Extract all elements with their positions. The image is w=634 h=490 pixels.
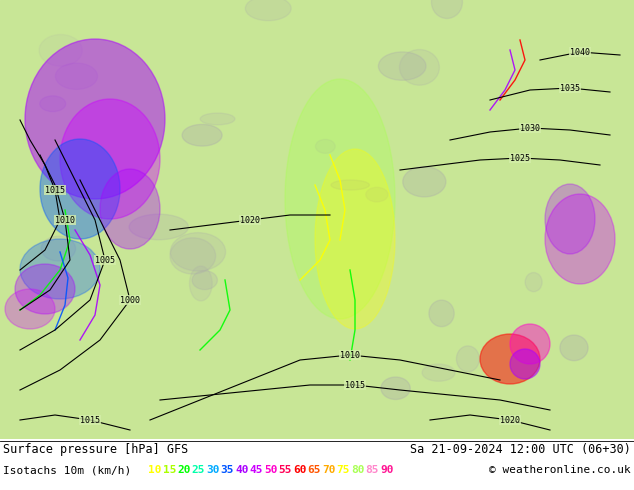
Ellipse shape [245,0,291,21]
Text: 1030: 1030 [520,123,540,132]
Text: 40: 40 [235,465,249,475]
Ellipse shape [39,34,82,66]
Ellipse shape [40,139,120,239]
Ellipse shape [378,52,426,80]
Ellipse shape [545,184,595,254]
Ellipse shape [480,334,540,384]
Ellipse shape [315,149,395,329]
Ellipse shape [182,124,222,146]
Text: 1035: 1035 [560,83,580,93]
Text: 1010: 1010 [55,216,75,224]
Ellipse shape [170,238,216,274]
Text: 1005: 1005 [95,255,115,265]
Ellipse shape [431,0,462,19]
Text: 50: 50 [264,465,278,475]
Ellipse shape [129,214,188,240]
Text: 25: 25 [191,465,205,475]
Ellipse shape [456,346,479,372]
Ellipse shape [192,271,217,290]
Ellipse shape [285,79,395,319]
Ellipse shape [422,364,455,381]
Ellipse shape [366,187,388,202]
Text: 1015: 1015 [345,381,365,390]
Ellipse shape [331,180,370,190]
Text: 30: 30 [206,465,219,475]
Text: 1020: 1020 [240,216,260,224]
Text: 70: 70 [322,465,335,475]
Ellipse shape [25,39,165,199]
Ellipse shape [429,300,454,327]
Ellipse shape [381,377,410,399]
Text: 1040: 1040 [570,48,590,56]
Ellipse shape [190,266,212,301]
Ellipse shape [200,113,235,125]
Ellipse shape [545,194,615,284]
Text: 1015: 1015 [80,416,100,424]
Text: 1025: 1025 [510,153,530,163]
Ellipse shape [403,167,446,197]
Text: 45: 45 [250,465,263,475]
Text: Isotachs 10m (km/h): Isotachs 10m (km/h) [3,465,131,475]
Ellipse shape [55,63,98,89]
Ellipse shape [510,324,550,364]
Ellipse shape [40,96,66,112]
Text: 85: 85 [365,465,379,475]
Text: Sa 21-09-2024 12:00 UTC (06+30): Sa 21-09-2024 12:00 UTC (06+30) [410,443,631,456]
Text: 35: 35 [221,465,234,475]
Ellipse shape [100,169,160,249]
Text: 60: 60 [293,465,306,475]
Text: 10: 10 [148,465,162,475]
Text: 1000: 1000 [120,295,140,304]
Ellipse shape [15,264,75,314]
Ellipse shape [41,236,75,261]
Text: 75: 75 [337,465,350,475]
Text: 80: 80 [351,465,365,475]
Ellipse shape [60,99,160,219]
Ellipse shape [20,239,100,299]
Ellipse shape [510,349,540,379]
Text: 65: 65 [307,465,321,475]
Text: 55: 55 [278,465,292,475]
Text: 1010: 1010 [340,350,360,360]
Ellipse shape [316,139,335,153]
Ellipse shape [560,335,588,361]
Ellipse shape [171,233,226,271]
Text: 90: 90 [380,465,394,475]
Ellipse shape [399,49,439,85]
Text: 15: 15 [162,465,176,475]
Text: Surface pressure [hPa] GFS: Surface pressure [hPa] GFS [3,443,188,456]
Text: © weatheronline.co.uk: © weatheronline.co.uk [489,465,631,475]
Text: 1020: 1020 [500,416,520,424]
Ellipse shape [525,272,542,292]
Text: 20: 20 [177,465,190,475]
Text: 1015: 1015 [45,186,65,195]
Ellipse shape [5,289,55,329]
